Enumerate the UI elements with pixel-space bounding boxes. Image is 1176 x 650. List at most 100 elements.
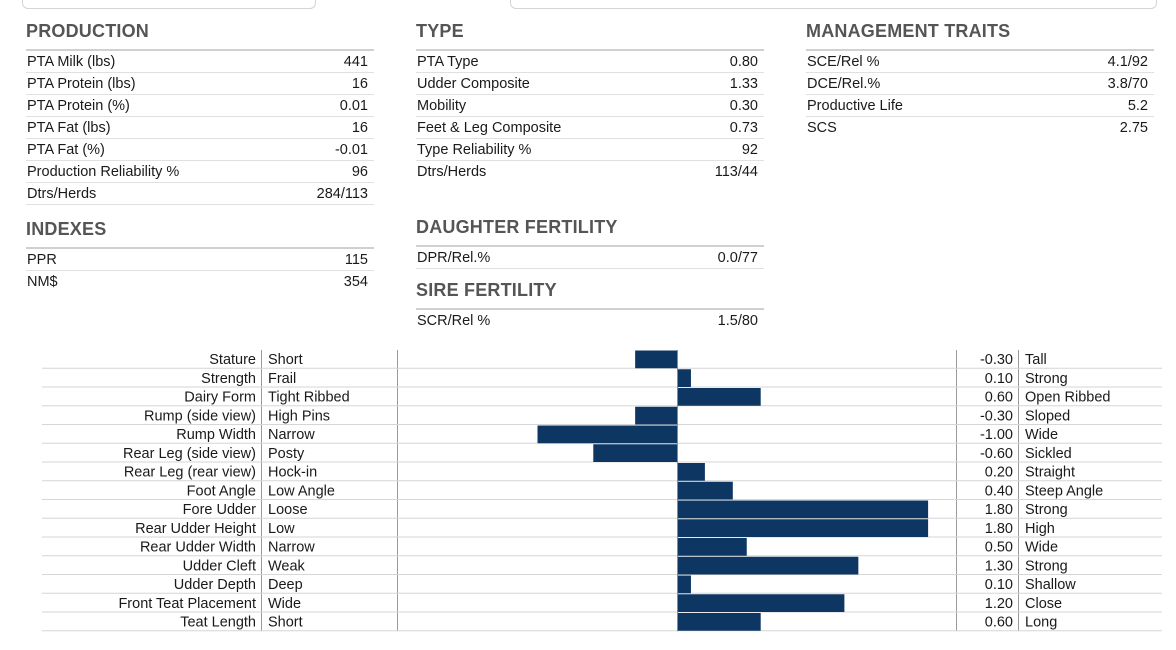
trait-name-label: Rear Udder Width bbox=[140, 540, 256, 556]
production-label: PTA Fat (lbs) bbox=[27, 119, 111, 136]
management-value: 3.8/70 bbox=[1107, 75, 1148, 92]
low-extreme-label: Hock-in bbox=[268, 465, 317, 481]
high-extreme-label: Shallow bbox=[1025, 577, 1076, 593]
type-label: Mobility bbox=[417, 97, 467, 114]
type-value: 0.30 bbox=[729, 97, 758, 114]
trait-bar bbox=[677, 481, 733, 500]
high-extreme-label: Close bbox=[1025, 596, 1062, 612]
management-row: Productive Life 5.2 bbox=[806, 94, 1154, 116]
type-label: Udder Composite bbox=[417, 75, 530, 92]
trait-bar bbox=[677, 556, 859, 575]
trait-name-label: Teat Length bbox=[180, 615, 256, 631]
high-extreme-label: Wide bbox=[1025, 427, 1058, 443]
trait-bar bbox=[677, 369, 691, 387]
trait-name-label: Dairy Form bbox=[184, 390, 256, 406]
trait-name-label: Rear Leg (rear view) bbox=[124, 465, 256, 481]
low-extreme-label: Low Angle bbox=[268, 483, 335, 499]
trait-name-label: Foot Angle bbox=[187, 483, 256, 499]
trait-bar bbox=[677, 538, 747, 556]
trait-value-label: 0.20 bbox=[985, 465, 1013, 481]
production-column: PRODUCTION PTA Milk (lbs) 441 PTA Protein … bbox=[26, 19, 374, 292]
trait-bar bbox=[677, 388, 761, 406]
type-value: 92 bbox=[741, 141, 758, 158]
management-row: SCS 2.75 bbox=[806, 116, 1154, 138]
production-row: PTA Fat (%) -0.01 bbox=[26, 138, 374, 160]
trait-bar bbox=[593, 444, 677, 462]
sire-fertility-label: SCR/Rel % bbox=[417, 312, 491, 329]
production-row: Dtrs/Herds 284/113 bbox=[26, 182, 374, 204]
trait-value-label: -1.00 bbox=[980, 427, 1013, 443]
sire-fertility-row: SCR/Rel % 1.5/80 bbox=[416, 308, 764, 331]
trait-name-label: Rump Width bbox=[176, 427, 256, 443]
management-label: DCE/Rel.% bbox=[807, 75, 881, 92]
top-right-box-edge bbox=[510, 0, 1157, 9]
trait-value-label: 1.80 bbox=[985, 521, 1013, 537]
production-row: Production Reliability % 96 bbox=[26, 160, 374, 182]
high-extreme-label: Strong bbox=[1025, 558, 1068, 574]
management-column: MANAGEMENT TRAITS SCE/Rel % 4.1/92 DCE/Rel… bbox=[806, 19, 1154, 138]
trait-value-label: 1.30 bbox=[985, 558, 1013, 574]
sire-fertility-value: 1.5/80 bbox=[717, 312, 758, 329]
type-label: PTA Type bbox=[417, 53, 479, 70]
management-label: SCS bbox=[807, 119, 837, 136]
production-label: PTA Fat (%) bbox=[27, 141, 105, 158]
trait-name-label: Strength bbox=[201, 371, 256, 387]
sire-fertility-table: SCR/Rel % 1.5/80 bbox=[416, 308, 764, 331]
trait-value-label: 1.20 bbox=[985, 596, 1013, 612]
management-value: 4.1/92 bbox=[1107, 53, 1148, 70]
type-row: Feet & Leg Composite 0.73 bbox=[416, 116, 764, 138]
daughter-fertility-table: DPR/Rel.% 0.0/77 bbox=[416, 245, 764, 269]
indexes-table: PPR 115 NM$ 354 bbox=[26, 247, 374, 292]
type-label: Type Reliability % bbox=[417, 141, 532, 158]
type-row: Type Reliability % 92 bbox=[416, 138, 764, 160]
trait-bar bbox=[677, 519, 929, 537]
production-title: PRODUCTION bbox=[26, 21, 149, 41]
trait-value-label: -0.30 bbox=[980, 352, 1013, 368]
production-label: PTA Milk (lbs) bbox=[27, 53, 116, 70]
trait-name-label: Udder Cleft bbox=[183, 558, 256, 574]
production-value: 441 bbox=[343, 53, 368, 70]
trait-value-label: 0.10 bbox=[985, 371, 1013, 387]
trait-name-label: Rear Leg (side view) bbox=[123, 446, 256, 462]
type-row: Udder Composite 1.33 bbox=[416, 72, 764, 94]
production-row: PTA Protein (lbs) 16 bbox=[26, 72, 374, 94]
management-table: SCE/Rel % 4.1/92 DCE/Rel.% 3.8/70 Productive… bbox=[806, 49, 1154, 138]
low-extreme-label: Deep bbox=[268, 577, 303, 593]
type-row: Dtrs/Herds 113/44 bbox=[416, 160, 764, 182]
high-extreme-label: Wide bbox=[1025, 540, 1058, 556]
indexes-label: NM$ bbox=[27, 273, 58, 290]
indexes-row: PPR 115 bbox=[26, 247, 374, 270]
production-value: 16 bbox=[351, 119, 368, 136]
daughter-fertility-row: DPR/Rel.% 0.0/77 bbox=[416, 245, 764, 268]
high-extreme-label: Long bbox=[1025, 615, 1057, 631]
trait-value-label: 0.60 bbox=[985, 615, 1013, 631]
low-extreme-label: Weak bbox=[268, 558, 306, 574]
trait-value-label: 1.80 bbox=[985, 502, 1013, 518]
high-extreme-label: Strong bbox=[1025, 502, 1068, 518]
indexes-row: NM$ 354 bbox=[26, 270, 374, 292]
high-extreme-label: Strong bbox=[1025, 371, 1068, 387]
type-title: TYPE bbox=[416, 21, 464, 41]
production-value: 16 bbox=[351, 75, 368, 92]
trait-name-label: Fore Udder bbox=[183, 502, 257, 518]
low-extreme-label: Tight Ribbed bbox=[268, 390, 350, 406]
daughter-fertility-title: DAUGHTER FERTILITY bbox=[416, 217, 618, 237]
trait-value-label: -0.60 bbox=[980, 446, 1013, 462]
trait-name-label: Rear Udder Height bbox=[135, 521, 256, 537]
production-label: PTA Protein (lbs) bbox=[27, 75, 136, 92]
trait-value-label: 0.40 bbox=[985, 483, 1013, 499]
trait-value-label: 0.50 bbox=[985, 540, 1013, 556]
trait-bar bbox=[677, 613, 761, 631]
low-extreme-label: Short bbox=[268, 615, 303, 631]
type-label: Feet & Leg Composite bbox=[417, 119, 562, 136]
low-extreme-label: Narrow bbox=[268, 540, 315, 556]
production-label: PTA Protein (%) bbox=[27, 97, 130, 114]
high-extreme-label: Open Ribbed bbox=[1025, 390, 1110, 406]
management-title: MANAGEMENT TRAITS bbox=[806, 21, 1011, 41]
trait-value-label: 0.10 bbox=[985, 577, 1013, 593]
high-extreme-label: Tall bbox=[1025, 352, 1047, 368]
trait-name-label: Rump (side view) bbox=[144, 408, 256, 424]
type-row: PTA Type 0.80 bbox=[416, 49, 764, 72]
indexes-value: 354 bbox=[343, 273, 368, 290]
trait-name-label: Stature bbox=[209, 352, 256, 368]
